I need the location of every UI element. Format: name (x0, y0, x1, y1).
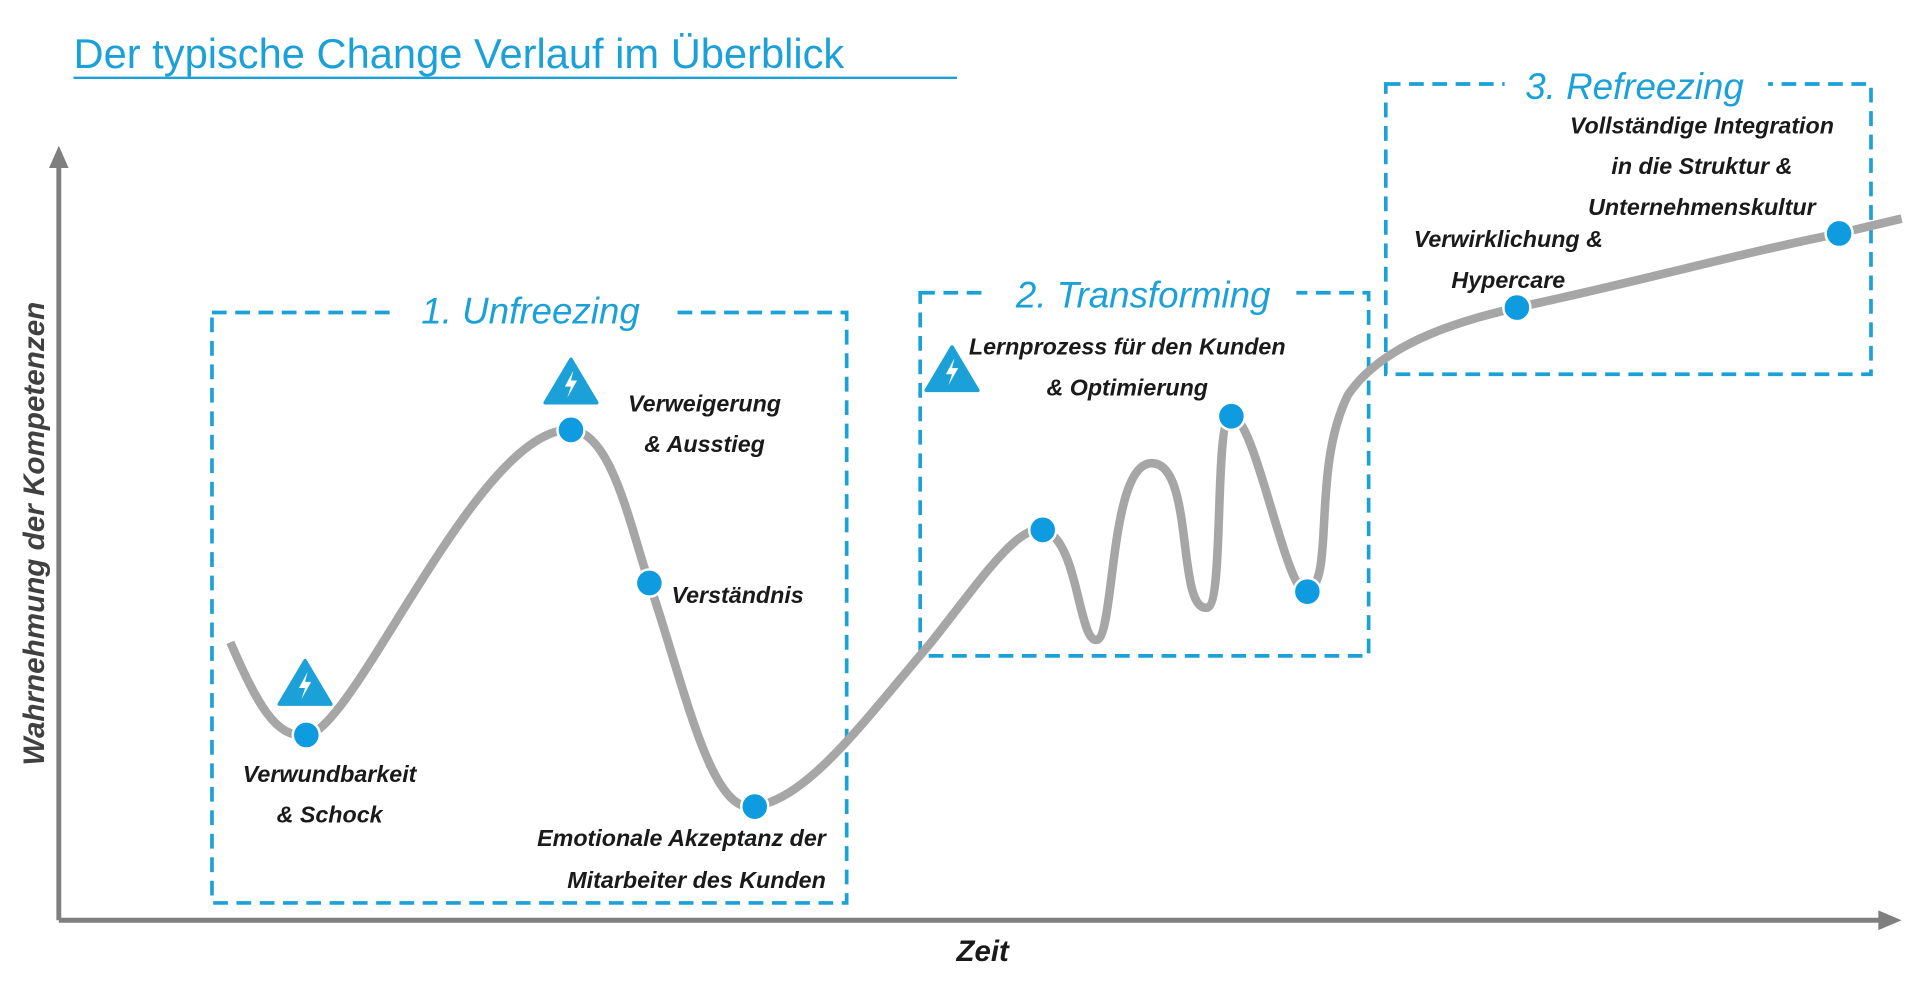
stage-label: Mitarbeiter des Kunden (567, 867, 826, 893)
stage-point (1502, 292, 1532, 323)
stage-label: & Optimierung (1046, 374, 1208, 400)
phase-title: 2. Transforming (1015, 274, 1271, 315)
phase-title: 1. Unfreezing (421, 290, 640, 331)
phase-title: 3. Refreezing (1525, 66, 1744, 107)
change-curve (226, 214, 1903, 812)
stage-point (556, 415, 586, 445)
stage-point (1824, 218, 1854, 249)
stage-label: Unternehmenskultur (1588, 194, 1817, 220)
stage-point (1216, 401, 1247, 432)
x-axis-label: Zeit (956, 935, 1010, 968)
stage-label: Hypercare (1451, 267, 1565, 293)
stage-label: & Ausstieg (644, 431, 765, 457)
stage-point (634, 568, 665, 598)
stage-label: Verständnis (671, 582, 803, 608)
stage-label: Emotionale Akzeptanz der (537, 825, 828, 851)
stage-point (1292, 576, 1323, 607)
stage-label: Lernprozess für den Kunden (969, 333, 1286, 359)
stage-point (740, 791, 770, 822)
phase-title-bg (398, 286, 674, 336)
title: Der typische Change Verlauf im Überblick (74, 30, 845, 77)
warning-icon (543, 357, 599, 405)
stage-point (291, 720, 322, 750)
warning-icon (277, 658, 333, 706)
y-arrow (49, 145, 69, 168)
stage-label: Verwundbarkeit (243, 761, 418, 787)
stage-label: Verwirklichung & (1414, 226, 1603, 252)
phase-title-bg (990, 266, 1297, 317)
stage-point (1028, 515, 1058, 545)
stage-label: Verweigerung (628, 390, 781, 416)
phase-title-bg (1504, 61, 1769, 107)
x-arrow (1878, 910, 1902, 931)
y-axis-label: Wahrnehmung der Kompetenzen (18, 302, 51, 766)
stage-label: Vollständige Integration (1570, 112, 1834, 138)
stage-label: in die Struktur & (1611, 153, 1792, 179)
warning-icon (924, 345, 980, 393)
stage-label: & Schock (277, 802, 384, 828)
